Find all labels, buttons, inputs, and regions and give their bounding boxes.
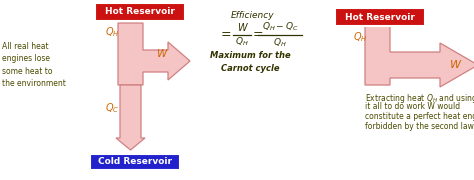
Text: =: = xyxy=(221,28,231,42)
Text: Efficiency: Efficiency xyxy=(231,12,275,21)
FancyBboxPatch shape xyxy=(95,3,185,21)
Text: W: W xyxy=(449,60,461,70)
Text: Hot Reservoir: Hot Reservoir xyxy=(345,12,415,21)
Polygon shape xyxy=(118,23,190,85)
Text: W: W xyxy=(237,23,247,33)
Text: $Q_H - Q_C$: $Q_H - Q_C$ xyxy=(262,21,298,33)
Text: $Q_H$: $Q_H$ xyxy=(235,36,249,48)
Text: $Q_H$: $Q_H$ xyxy=(105,25,119,39)
Text: $Q_C$: $Q_C$ xyxy=(105,101,119,115)
Text: Extracting heat $Q_H$ and using: Extracting heat $Q_H$ and using xyxy=(365,92,474,105)
Polygon shape xyxy=(365,23,474,87)
Text: All real heat
engines lose
some heat to
the environment: All real heat engines lose some heat to … xyxy=(2,42,66,88)
Text: Hot Reservoir: Hot Reservoir xyxy=(105,8,175,17)
Text: Maximum for the
Carnot cycle: Maximum for the Carnot cycle xyxy=(210,51,290,73)
Text: Cold Reservoir: Cold Reservoir xyxy=(98,158,172,166)
Text: $Q_H$: $Q_H$ xyxy=(353,30,367,44)
Text: W: W xyxy=(157,49,167,59)
Text: =: = xyxy=(253,28,264,42)
Text: forbidden by the second law.: forbidden by the second law. xyxy=(365,122,474,131)
Polygon shape xyxy=(116,85,145,150)
Text: $Q_H$: $Q_H$ xyxy=(273,37,287,49)
FancyBboxPatch shape xyxy=(335,8,425,26)
Text: constitute a perfect heat engine,: constitute a perfect heat engine, xyxy=(365,112,474,121)
Text: it all to do work W would: it all to do work W would xyxy=(365,102,460,111)
FancyBboxPatch shape xyxy=(90,154,180,170)
